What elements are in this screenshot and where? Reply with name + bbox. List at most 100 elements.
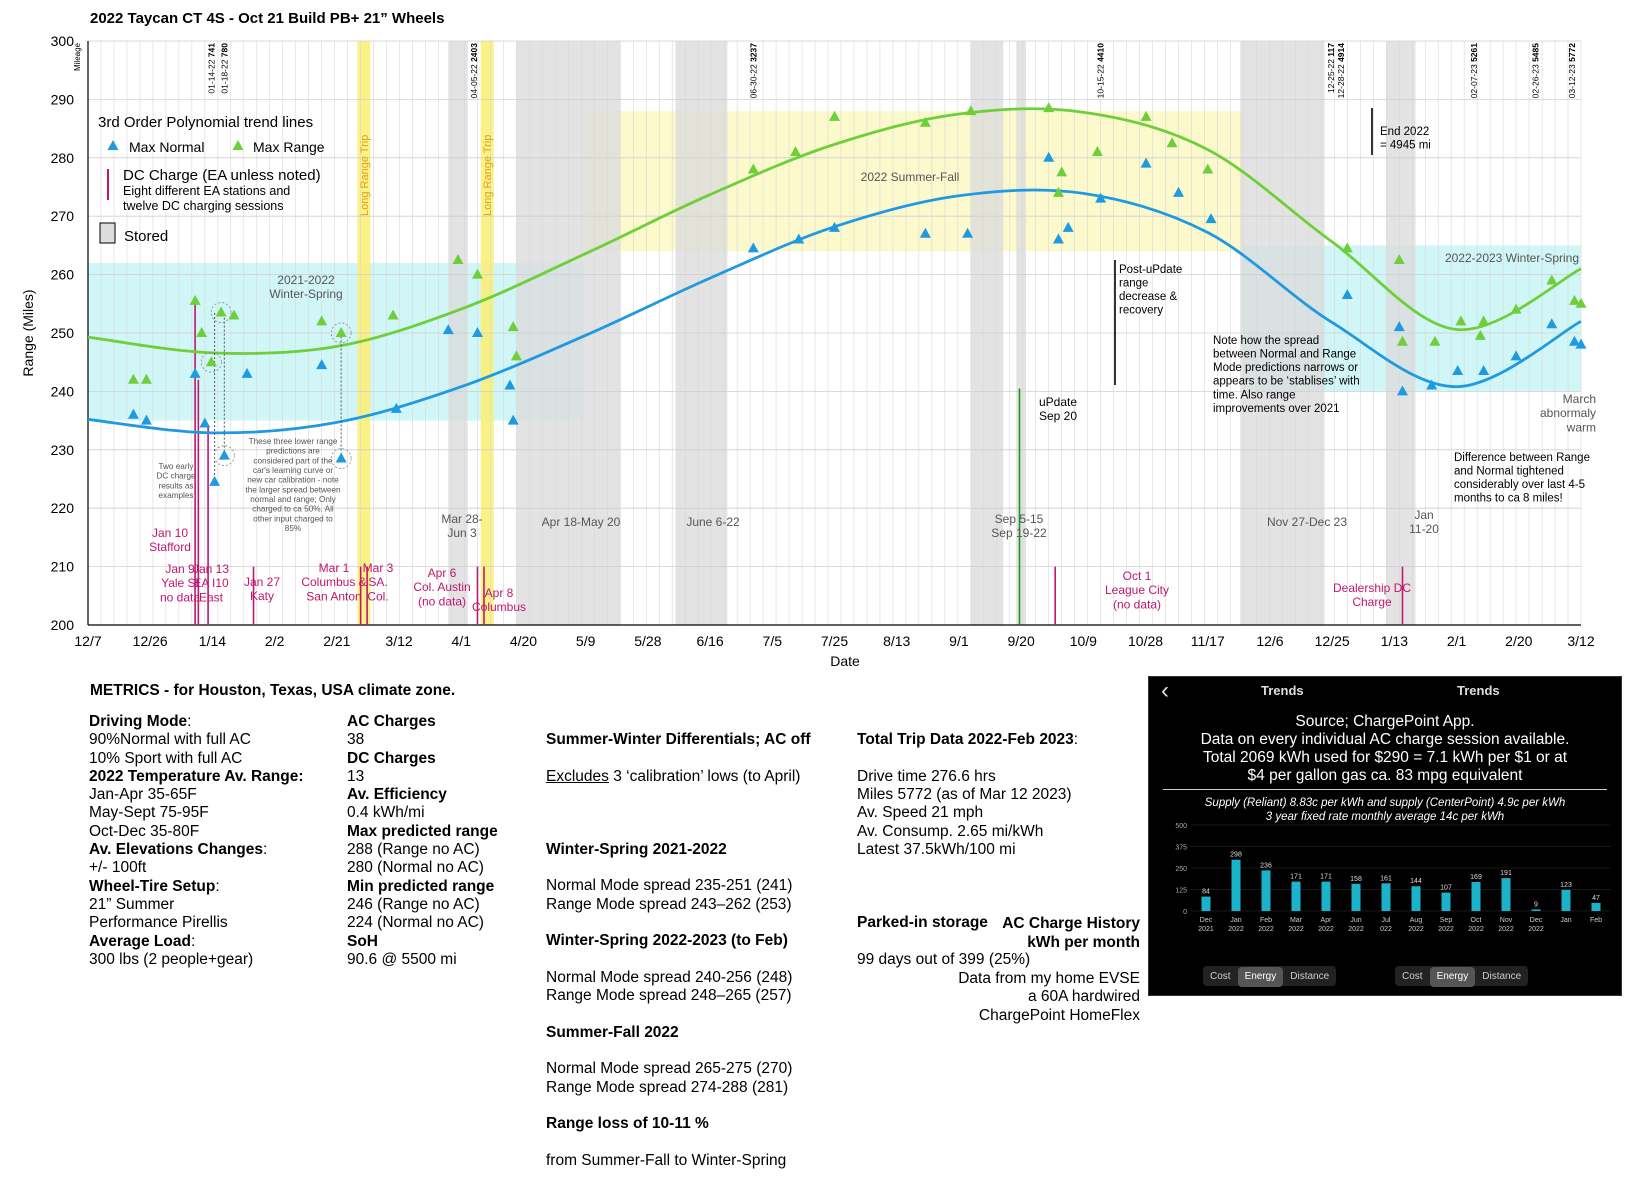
ws2223-heading: Winter-Spring 2022-2023 (to Feb): [546, 932, 788, 950]
legend-heading: 3rd Order Polynomial trend lines: [98, 114, 313, 131]
kwh-bar-value-10: 191: [1500, 870, 1512, 877]
kwh-bar-value-7: 144: [1410, 878, 1422, 885]
legend-normal-marker: [107, 140, 119, 150]
dc-charge-label-3: Jan 27 Katy: [244, 575, 280, 603]
range-point: [335, 327, 347, 337]
normal-point: [316, 359, 328, 370]
col1-heading-0: Driving Mode:: [89, 713, 192, 730]
x-tick-label: 2/2: [265, 633, 285, 649]
x-tick-label: 9/1: [949, 633, 969, 649]
normal-point: [335, 452, 347, 463]
sf22-heading: Summer-Fall 2022: [546, 1023, 679, 1041]
x-tick-label: 2/1: [1447, 633, 1467, 649]
seg-cost-left[interactable]: Cost: [1210, 971, 1231, 982]
update-note: uPdate Sep 20: [1039, 395, 1077, 423]
x-tick-label: 11/17: [1191, 633, 1225, 649]
mileage-marker-2: 01-18-22 780: [219, 43, 229, 94]
normal-point: [919, 227, 931, 238]
kwh-bar-year-6: 022: [1380, 926, 1392, 933]
segment-right[interactable]: Cost Energy Distance: [1395, 966, 1529, 987]
range-point: [965, 105, 977, 116]
kwh-bar-year-3: 2022: [1288, 926, 1304, 933]
trends-tab-right[interactable]: Trends: [1457, 683, 1500, 698]
ws2122-lines: Normal Mode spread 235-251 (241) Range M…: [546, 877, 793, 913]
chart-text: Long Range Trip Long Range Trip 200 210 220 2…: [20, 33, 1596, 669]
kwh-bar-month-3: Mar: [1290, 917, 1303, 924]
col2-heading-4: Min predicted range: [347, 878, 537, 896]
segment-left[interactable]: Cost Energy Distance: [1203, 966, 1337, 987]
col2-heading-0: AC Charges: [347, 713, 537, 731]
stored-label-3: Sep 5-15 Sep 19-22: [991, 512, 1047, 540]
col1-heading-4: Average Load:: [89, 932, 196, 950]
ws2122-heading: Winter-Spring 2021-2022: [546, 840, 727, 858]
col2-lines-2: 0.4 kWh/mi: [347, 804, 425, 822]
x-tick-label: 3/12: [1567, 633, 1594, 649]
metrics-col-differentials: Summer-Winter Differentials; AC off Excl…: [546, 713, 846, 1188]
normal-point: [1205, 213, 1217, 224]
kwh-bar-year-8: 2022: [1438, 926, 1454, 933]
storage-lines: 99 days out of 399 (25%): [857, 950, 1031, 968]
kwh-bar-chart: kWh500375250125084Dec2021298Jan2022236Fe…: [1175, 823, 1611, 933]
x-tick-label: 8/13: [883, 633, 910, 649]
trends-tab-left[interactable]: Trends: [1261, 683, 1304, 698]
normal-point: [1569, 335, 1581, 346]
calibration-circle-2: [330, 322, 352, 344]
x-tick-label: 3/12: [385, 633, 412, 649]
col2-heading-1: DC Charges: [347, 750, 537, 768]
range-point: [471, 268, 483, 279]
phone-y-tick: 0: [1183, 909, 1187, 916]
kwh-bar-month-4: Apr: [1321, 917, 1333, 924]
range-point: [228, 309, 240, 320]
col2-heading-5: SoH: [347, 933, 537, 951]
range-point: [1043, 102, 1055, 113]
y-tick-label: 210: [51, 559, 75, 575]
normal-point: [829, 221, 840, 232]
x-tick-label: 10/28: [1128, 633, 1163, 649]
kwh-bar-value-1: 298: [1230, 852, 1242, 859]
seg-energy-right[interactable]: Energy: [1429, 967, 1476, 987]
col1-heading-3: Wheel-Tire Setup:: [89, 877, 220, 895]
y-tick-label: 230: [51, 442, 75, 458]
x-tick-label: 7/5: [763, 633, 783, 649]
range-point: [1474, 329, 1486, 340]
kwh-bar-6: [1381, 883, 1391, 911]
seg-distance-right[interactable]: Distance: [1482, 971, 1522, 982]
seg-energy-left[interactable]: Energy: [1237, 967, 1284, 987]
x-tick-label: 2/20: [1505, 633, 1532, 649]
kwh-bar-value-12: 123: [1560, 882, 1572, 889]
calibration-circle-4: [213, 445, 235, 467]
y-tick-label: 290: [51, 91, 75, 107]
seg-distance-left[interactable]: Distance: [1290, 971, 1330, 982]
col1-heading-text-4: Average Load: [89, 932, 191, 950]
kwh-bar-month-12: Jan: [1560, 917, 1571, 924]
metrics-col-trip: Total Trip Data 2022-Feb 2023: Drive tim…: [857, 713, 1147, 987]
range-point: [1455, 315, 1467, 326]
kwh-bar-year-1: 2022: [1228, 926, 1244, 933]
mileage-axis-label: Mileage: [73, 42, 82, 71]
range-point: [1478, 315, 1490, 326]
trend-line-range: [87, 107, 1582, 355]
phone-y-tick: 375: [1175, 845, 1187, 852]
mileage-marker-3: 04-05-22 2403: [469, 43, 479, 99]
normal-point: [1575, 338, 1587, 349]
end2022-note: End 2022 = 4945 mi: [1380, 126, 1431, 152]
legend-normal-label: Max Normal: [129, 139, 204, 155]
dc-charge-label-1: Jan 10 Stafford: [149, 526, 191, 554]
stored-label-1: Apr 18-May 20: [542, 515, 621, 529]
sf22-lines: Normal Mode spread 265-275 (270) Range M…: [546, 1060, 793, 1096]
kwh-bar-value-3: 171: [1290, 874, 1302, 881]
winter1-label: 2021-2022 Winter-Spring: [269, 273, 342, 301]
excludes-text: 3 ‘calibration’ lows (to April): [608, 767, 801, 785]
x-tick-label: 5/28: [634, 633, 661, 649]
stored-label-0: Mar 28-Jun 3: [441, 512, 482, 540]
normal-point: [1341, 289, 1353, 300]
normal-point: [218, 449, 230, 460]
back-chevron-icon[interactable]: ‹: [1161, 677, 1169, 704]
kwh-bar-month-1: Jan: [1230, 917, 1241, 924]
seg-cost-right[interactable]: Cost: [1402, 971, 1423, 982]
ac-history-heading: AC Charge History kWh per month: [1002, 915, 1140, 951]
mileage-marker-1: 01-14-22 741: [206, 43, 216, 94]
normal-point: [793, 233, 805, 244]
supply-text: Supply (Reliant) 8.83c per kWh and suppl…: [1204, 797, 1566, 823]
kwh-bar-4: [1321, 881, 1331, 911]
